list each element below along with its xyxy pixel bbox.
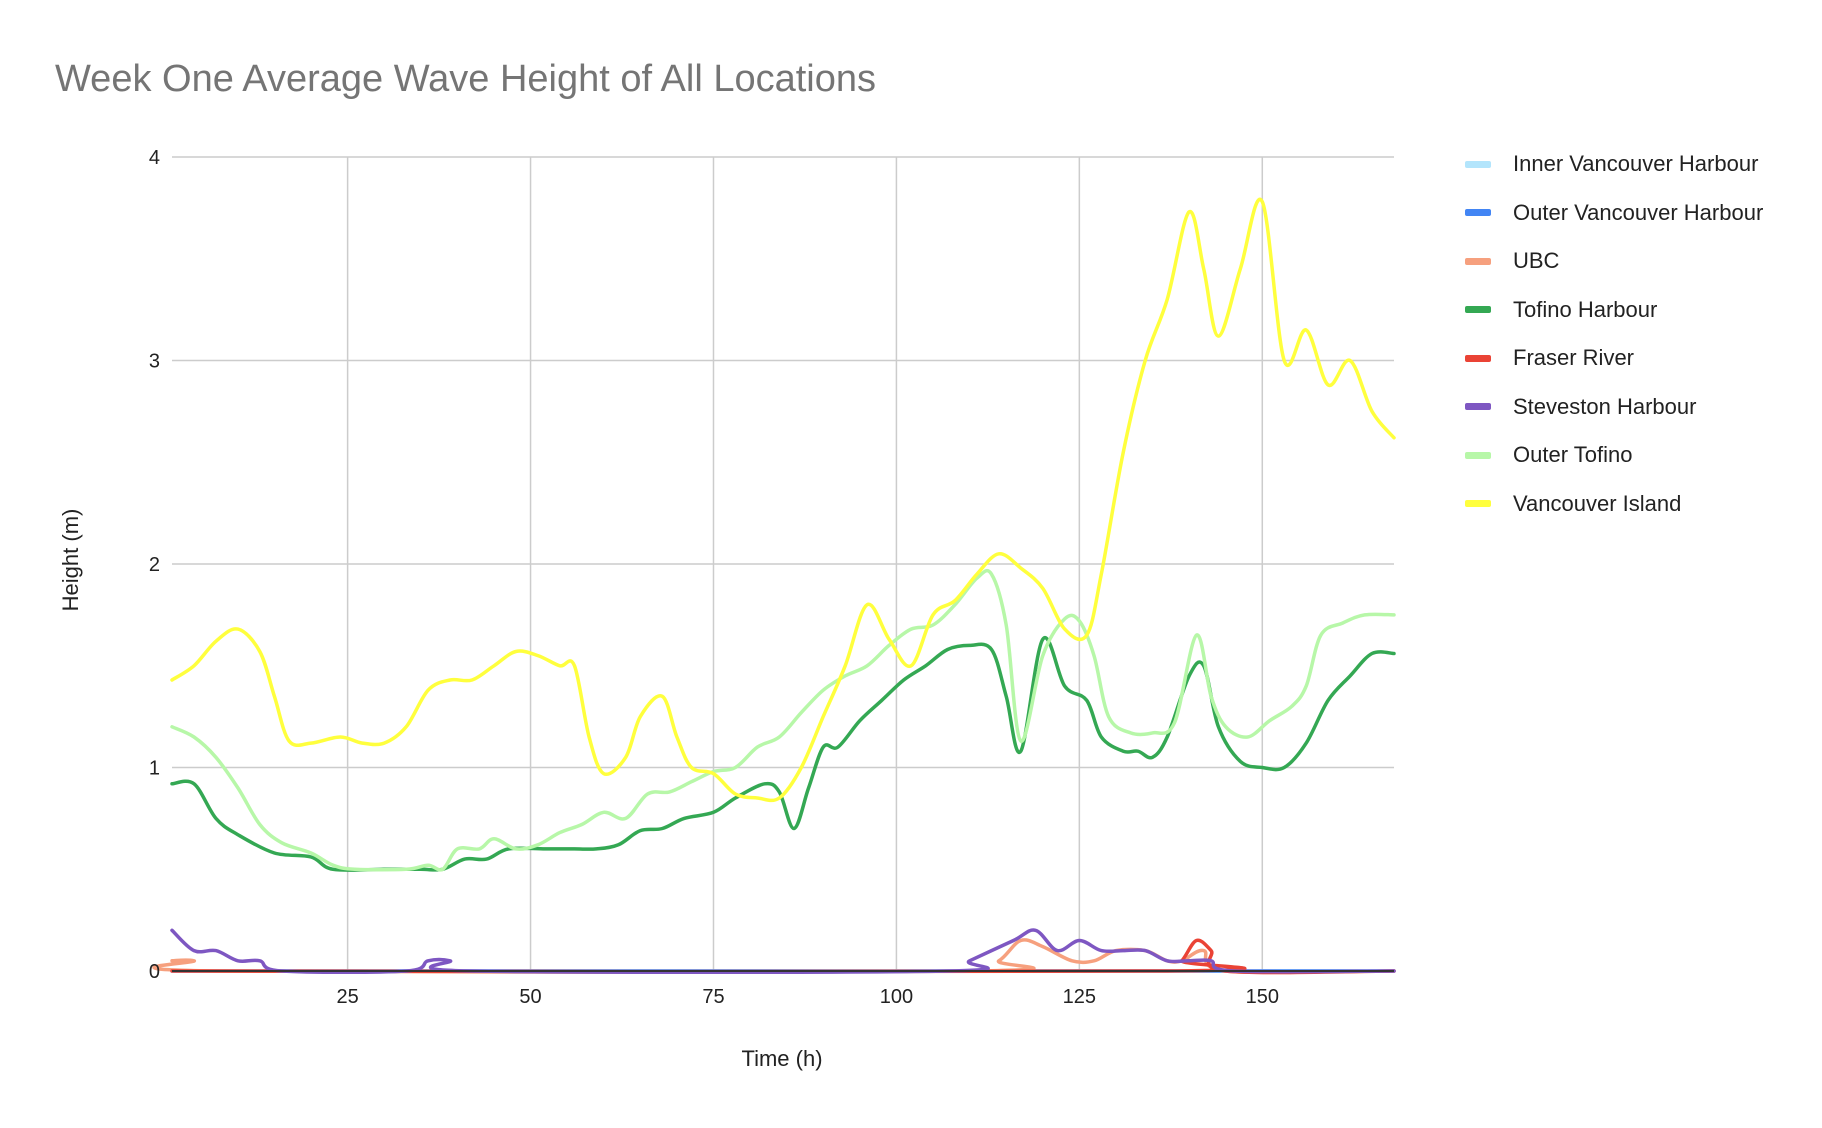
x-tick-label: 100 — [880, 986, 913, 1008]
series-line-fraser-river — [170, 938, 1396, 975]
series-line-tofino-harbour — [170, 635, 1396, 872]
legend-label: Tofino Harbour — [1513, 296, 1658, 322]
legend-swatch — [1465, 160, 1491, 168]
legend-swatch — [1465, 257, 1491, 265]
legend-swatch — [1465, 209, 1491, 217]
legend-swatch — [1465, 403, 1491, 411]
legend-label: Outer Tofino — [1513, 442, 1633, 468]
gridlines — [172, 156, 1394, 971]
legend-swatch — [1465, 500, 1491, 508]
x-tick-label: 125 — [1063, 986, 1096, 1008]
y-axis-title: Height (m) — [58, 509, 83, 612]
legend-item-inner-vancouver-harbour[interactable]: Inner Vancouver Harbour — [1465, 140, 1763, 189]
series-line-outer-tofino — [170, 568, 1396, 872]
series-line-steveston-harbour — [170, 928, 1396, 975]
legend-label: Inner Vancouver Harbour — [1513, 151, 1759, 177]
legend-label: Vancouver Island — [1513, 490, 1682, 516]
chart-title: Week One Average Wave Height of All Loca… — [55, 58, 876, 100]
legend-swatch — [1465, 306, 1491, 314]
x-tick-label: 25 — [336, 986, 358, 1008]
y-tick-label: 1 — [149, 758, 160, 780]
legend-item-tofino-harbour[interactable]: Tofino Harbour — [1465, 286, 1763, 335]
x-tick-label: 75 — [702, 986, 724, 1008]
y-tick-label: 3 — [149, 351, 160, 373]
legend-label: UBC — [1513, 248, 1560, 274]
legend-swatch — [1465, 354, 1491, 362]
axes: 0 1 2 3 4 25 50 75 100 125 150 — [149, 147, 1394, 1008]
series-line-vancouver-island — [170, 197, 1396, 803]
legend: Inner Vancouver Harbour Outer Vancouver H… — [1465, 140, 1763, 528]
x-tick-label: 150 — [1246, 986, 1279, 1008]
y-tick-label: 2 — [149, 554, 160, 576]
legend-item-vancouver-island[interactable]: Vancouver Island — [1465, 480, 1763, 529]
legend-swatch — [1465, 451, 1491, 459]
y-tick-label: 4 — [149, 147, 160, 169]
legend-item-outer-tofino[interactable]: Outer Tofino — [1465, 431, 1763, 480]
legend-item-fraser-river[interactable]: Fraser River — [1465, 334, 1763, 383]
series-lines — [152, 197, 1396, 975]
legend-item-steveston-harbour[interactable]: Steveston Harbour — [1465, 383, 1763, 432]
legend-label: Fraser River — [1513, 345, 1635, 371]
y-tick-label: 0 — [149, 961, 160, 983]
legend-label: Outer Vancouver Harbour — [1513, 199, 1764, 225]
legend-label: Steveston Harbour — [1513, 393, 1697, 419]
x-axis-title: Time (h) — [741, 1046, 822, 1071]
legend-item-outer-vancouver-harbour[interactable]: Outer Vancouver Harbour — [1465, 189, 1763, 238]
x-tick-label: 50 — [519, 986, 541, 1008]
legend-item-ubc[interactable]: UBC — [1465, 237, 1763, 286]
